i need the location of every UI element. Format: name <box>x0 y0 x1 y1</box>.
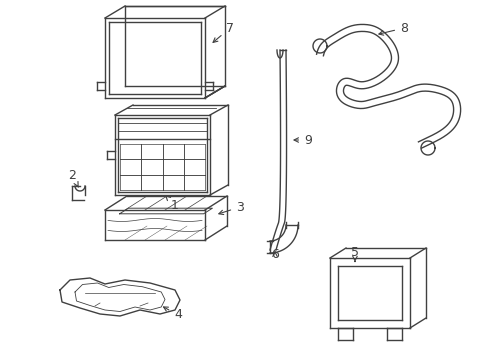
Text: 5: 5 <box>350 246 358 261</box>
Text: 4: 4 <box>163 307 182 321</box>
Text: 6: 6 <box>270 248 278 261</box>
Text: 9: 9 <box>293 134 311 147</box>
Text: 1: 1 <box>165 196 179 212</box>
Text: 8: 8 <box>378 22 407 35</box>
Text: 2: 2 <box>68 168 78 187</box>
Text: 7: 7 <box>213 22 234 42</box>
Text: 3: 3 <box>219 201 244 215</box>
